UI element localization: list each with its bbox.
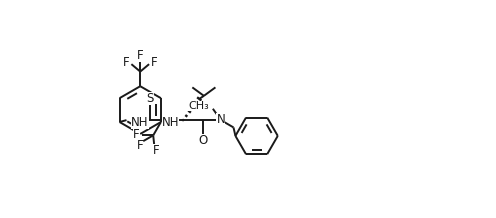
Text: F: F bbox=[153, 145, 160, 157]
Text: F: F bbox=[133, 128, 139, 141]
Text: S: S bbox=[147, 92, 154, 106]
Text: F: F bbox=[137, 139, 143, 152]
Text: N: N bbox=[216, 113, 225, 126]
Text: F: F bbox=[137, 49, 143, 61]
Text: NH: NH bbox=[131, 116, 149, 129]
Text: F: F bbox=[151, 56, 157, 69]
Text: O: O bbox=[198, 134, 208, 147]
Text: F: F bbox=[123, 56, 129, 69]
Text: CH₃: CH₃ bbox=[188, 101, 209, 111]
Text: NH: NH bbox=[162, 116, 180, 129]
